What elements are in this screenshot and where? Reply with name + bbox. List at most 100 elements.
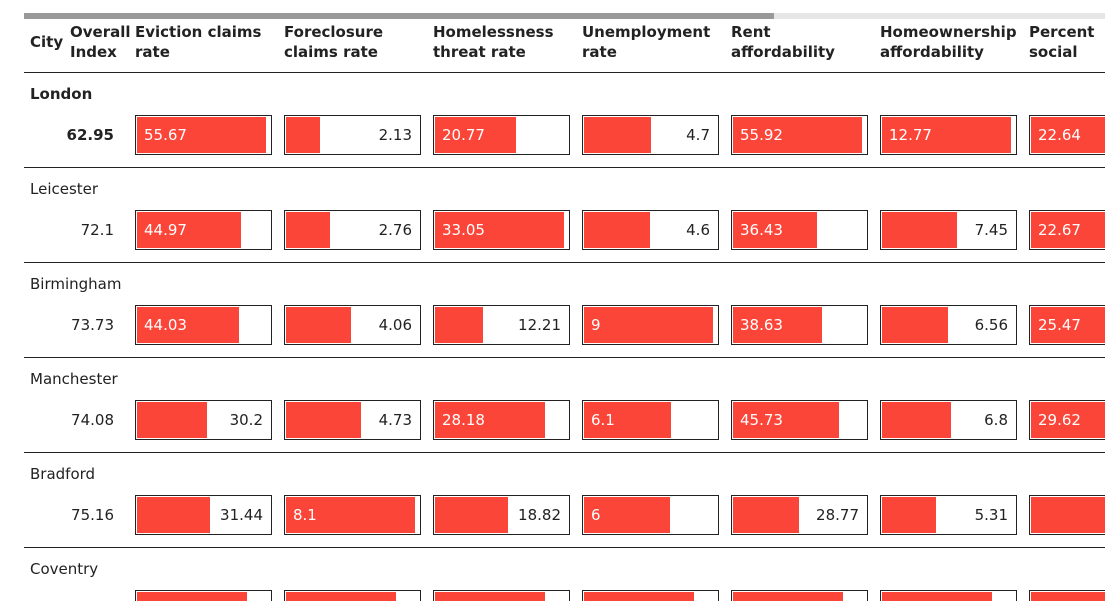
bar-cell: 6.8 (880, 400, 1017, 440)
bar-cell: 5.31 (880, 495, 1017, 535)
bar (137, 402, 207, 438)
bar-cell: 55.92 (731, 115, 868, 155)
bar (435, 402, 545, 438)
bar-cell: 7.45 (880, 210, 1017, 250)
bar (286, 402, 362, 438)
bar (1031, 592, 1105, 601)
bar-cell: 29.62 (1029, 400, 1105, 440)
row-rule (24, 262, 1105, 263)
bar-cell: 8.1 (284, 495, 421, 535)
cell-value: 8.1 (293, 506, 317, 524)
bar (733, 402, 839, 438)
bar-cell: 38.63 (731, 305, 868, 345)
bar (882, 592, 992, 601)
bar (286, 592, 396, 601)
bar (882, 402, 951, 438)
bar (882, 212, 958, 248)
row-rule (24, 452, 1105, 453)
header: Rent affordability (731, 23, 835, 61)
bar-cell: 44.03 (135, 305, 272, 345)
city-name: Birmingham (30, 275, 122, 293)
cell-value: 29.62 (1038, 411, 1081, 429)
bar-cell: 44.97 (135, 210, 272, 250)
bar (733, 497, 800, 533)
bar (733, 212, 818, 248)
city-name: Coventry (30, 560, 99, 578)
bar (1031, 307, 1105, 343)
bar-cell: 18.82 (433, 495, 570, 535)
bar-cell: 6.56 (880, 305, 1017, 345)
bar (435, 117, 517, 153)
overall-index: 62.95 (66, 126, 114, 144)
header: Homeownership affordability (880, 23, 1017, 61)
row-rule (24, 167, 1105, 168)
cell-value: 9 (591, 316, 601, 334)
bar (137, 497, 210, 533)
bar (584, 402, 672, 438)
bar-cell: 4.7 (582, 115, 719, 155)
bar-cell: 45.73 (731, 400, 868, 440)
cell-value: 4.73 (378, 411, 412, 429)
bar-cell: 36.43 (731, 210, 868, 250)
cell-value: 6.8 (984, 411, 1008, 429)
overall-index: 72.1 (80, 221, 114, 239)
header: Unemployment rate (582, 23, 711, 61)
header-rule (24, 72, 1105, 73)
cell-value: 12.77 (889, 126, 932, 144)
bar (286, 307, 351, 343)
header: Percent social housing (1029, 23, 1095, 61)
bar-cell (1029, 495, 1105, 535)
bar-cell: 12.77 (880, 115, 1017, 155)
bar (1031, 497, 1105, 533)
cell-value: 7.45 (974, 221, 1008, 239)
bar (1031, 117, 1105, 153)
bar (286, 117, 320, 153)
bar (584, 497, 670, 533)
bar (733, 592, 843, 601)
bar-cell: 28.18 (433, 400, 570, 440)
bar-cell (433, 590, 570, 601)
cell-value: 44.03 (144, 316, 187, 334)
bar (286, 497, 415, 533)
bar (584, 117, 652, 153)
overall-index: 74.08 (71, 411, 114, 429)
bar-cell: 22.67 (1029, 210, 1105, 250)
row-rule (24, 357, 1105, 358)
cell-value: 45.73 (740, 411, 783, 429)
cell-value: 5.31 (974, 506, 1008, 524)
header-city: City (30, 33, 64, 51)
city-name: Manchester (30, 370, 118, 388)
cell-value: 25.47 (1038, 316, 1081, 334)
bar (435, 212, 564, 248)
bar (435, 497, 509, 533)
cell-value: 22.67 (1038, 221, 1081, 239)
bar (1031, 212, 1105, 248)
bar-cell (135, 590, 272, 601)
bar (137, 117, 266, 153)
cell-value: 12.21 (518, 316, 561, 334)
scroll-thumb[interactable] (24, 13, 774, 19)
bar-cell: 31.44 (135, 495, 272, 535)
row-rule (24, 547, 1105, 548)
bar (435, 592, 545, 601)
bar-cell: 6 (582, 495, 719, 535)
bar (584, 307, 713, 343)
cell-value: 55.67 (144, 126, 187, 144)
bar (584, 212, 650, 248)
bar (137, 307, 240, 343)
bar (882, 117, 1011, 153)
bar (1031, 402, 1105, 438)
bar (733, 117, 862, 153)
cell-value: 36.43 (740, 221, 783, 239)
bar (137, 212, 242, 248)
city-name: London (30, 85, 93, 103)
cell-value: 20.77 (442, 126, 485, 144)
cell-value: 4.7 (686, 126, 710, 144)
bar-cell (582, 590, 719, 601)
header: Eviction claims rate (135, 23, 262, 61)
bar-cell: 2.76 (284, 210, 421, 250)
bar (137, 592, 247, 601)
bar-cell: 4.6 (582, 210, 719, 250)
bar (584, 592, 694, 601)
